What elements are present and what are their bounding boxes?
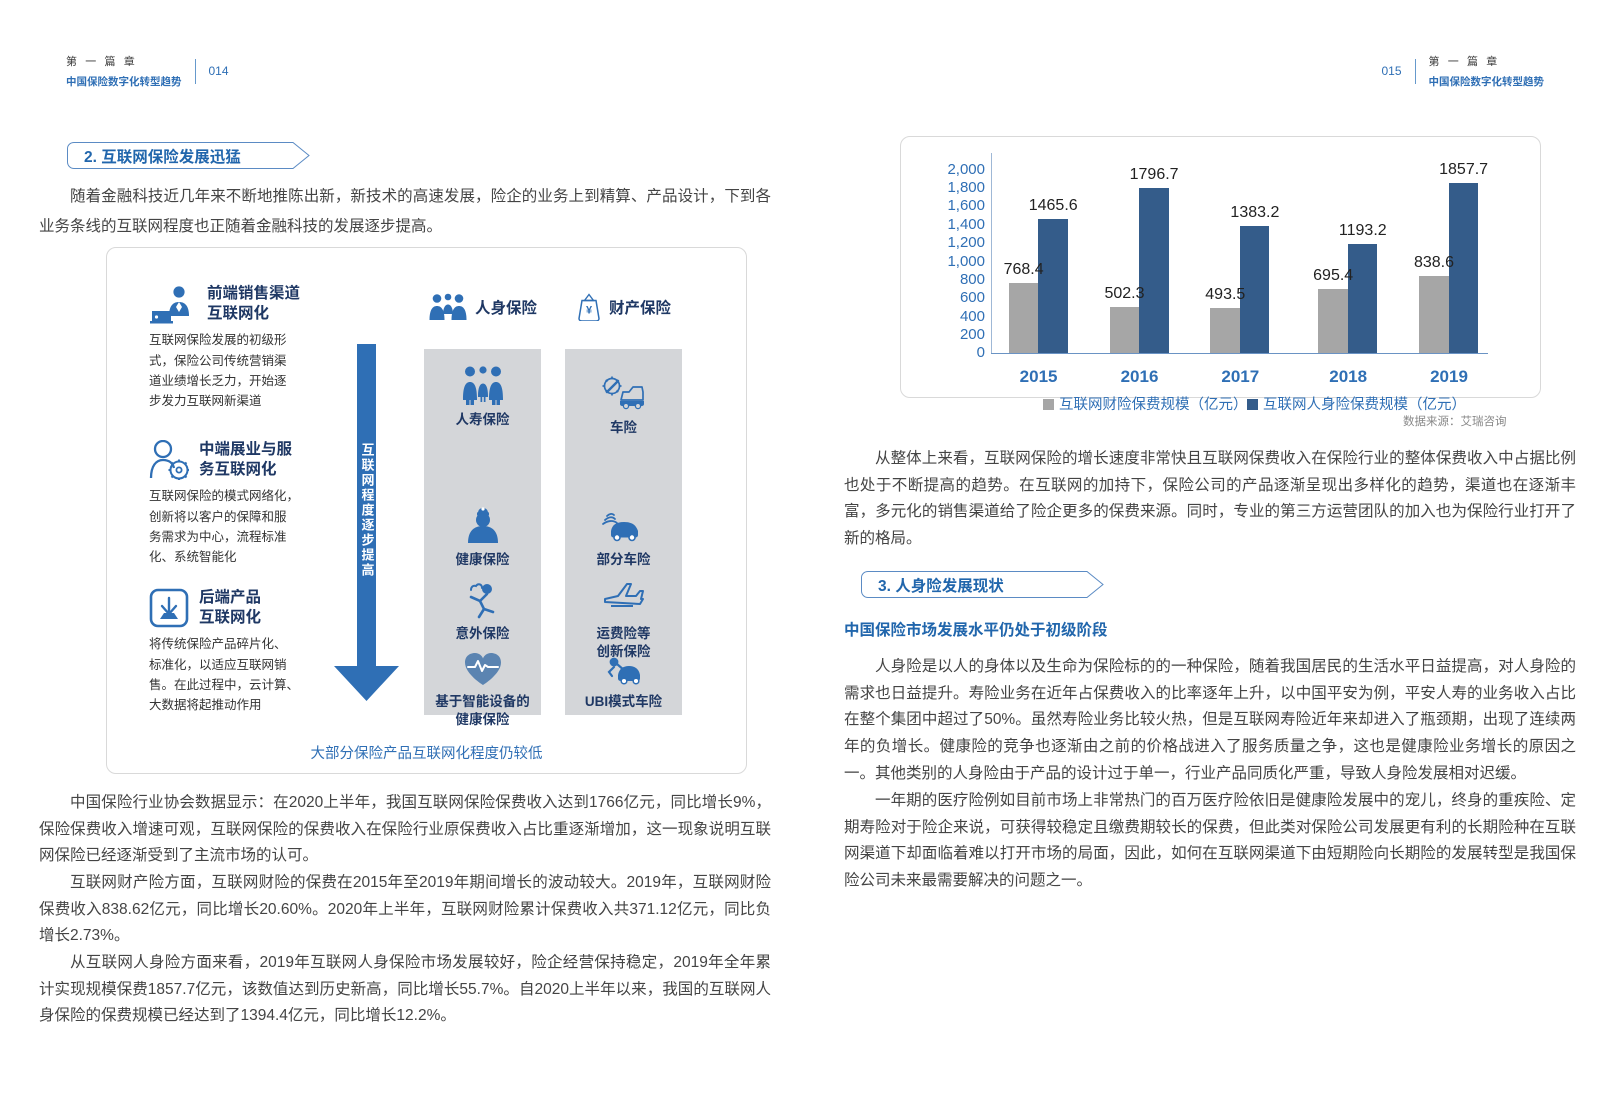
svg-text:¥: ¥: [586, 305, 593, 317]
